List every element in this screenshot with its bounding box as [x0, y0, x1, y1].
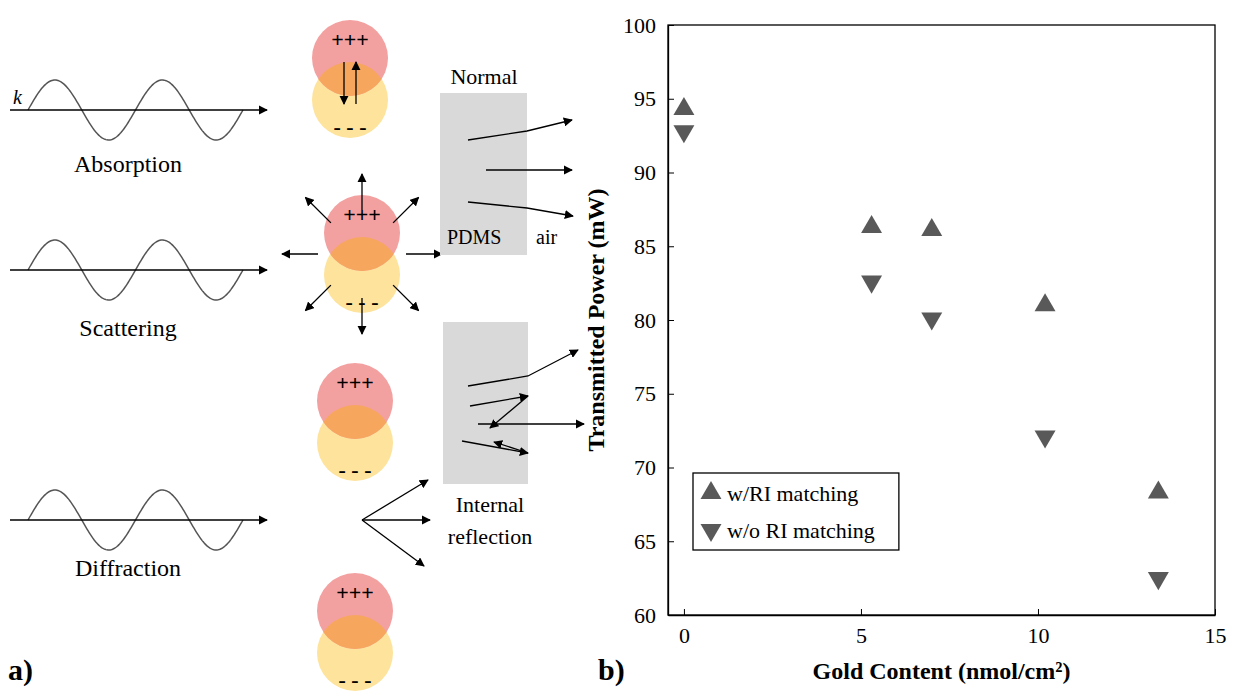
y-tick-mark [668, 99, 674, 100]
incident-ray [470, 396, 528, 406]
y-tick-label: 70 [634, 455, 656, 480]
data-point [861, 215, 882, 233]
positive-charge: +++ [331, 27, 369, 52]
reflected-ray [494, 442, 528, 453]
particle-negative-cloud [317, 405, 393, 481]
y-tick-label: 75 [634, 381, 656, 406]
plot-frame [668, 25, 1215, 615]
negative-charge: - - - [339, 457, 372, 482]
x-tick-label: 10 [1027, 623, 1049, 648]
scatter-arrow [282, 253, 318, 254]
diffraction-arrow [362, 520, 424, 566]
y-tick-label: 100 [623, 13, 656, 38]
y-tick-mark [668, 320, 674, 321]
propagation-arrow [10, 519, 267, 520]
process-label: Diffraction [75, 555, 181, 581]
incident-ray [462, 441, 528, 453]
transmitted-ray [468, 202, 573, 216]
y-tick-label: 80 [634, 308, 656, 333]
positive-charge: +++ [336, 580, 374, 605]
x-tick-label: 0 [679, 623, 690, 648]
data-point [861, 276, 882, 294]
data-point [1148, 572, 1169, 590]
panel-label: b) [598, 653, 625, 687]
y-tick-mark [668, 173, 674, 174]
legend-marker [701, 481, 722, 499]
data-point [673, 125, 694, 143]
scatter-arrow [406, 253, 442, 254]
diffraction-arrow [362, 519, 430, 520]
oscillation-arrow [343, 62, 344, 104]
particle-overlap [317, 615, 393, 691]
scatter-arrow [361, 298, 362, 334]
medium-label: air [536, 226, 557, 248]
panel-label: a) [8, 653, 33, 687]
plot-background [668, 25, 1215, 615]
box-title: Normal [450, 64, 517, 89]
propagation-arrow [10, 109, 267, 110]
data-point [1148, 480, 1169, 498]
pdms-box [440, 93, 527, 255]
panel-b: 0 5 10 15 60 65 70 75 80 85 90 95 100 Gold Content (n… [583, 13, 1227, 684]
legend-marker [701, 524, 722, 542]
y-tick-label: 65 [634, 529, 656, 554]
legend-label: w/o RI matching [727, 518, 875, 543]
data-point [1035, 293, 1056, 311]
box-title: Internal [456, 492, 524, 517]
x-tick-label: 15 [1205, 623, 1227, 648]
refracted-ray [468, 350, 578, 386]
data-point [921, 312, 942, 330]
reflected-ray [490, 396, 528, 428]
y-tick-label: 90 [634, 160, 656, 185]
legend-label: w/RI matching [727, 481, 858, 506]
data-point [1035, 430, 1056, 448]
y-tick-label: 60 [634, 603, 656, 628]
pdms-box [443, 322, 528, 484]
process-label: Scattering [79, 315, 176, 341]
transmitted-ray [468, 120, 572, 140]
legend-box [693, 473, 899, 550]
box-title: reflection [448, 524, 532, 549]
transmitted-ray [478, 423, 584, 424]
y-tick-mark [668, 394, 674, 395]
scatter-arrow [305, 197, 330, 222]
process-label: Absorption [74, 151, 182, 177]
scatter-arrow [393, 197, 418, 222]
transmitted-ray [486, 169, 572, 170]
y-tick-mark [668, 541, 674, 542]
x-tick-mark [1038, 609, 1039, 615]
wave-vector-label: k [13, 86, 23, 108]
particle-negative-cloud [317, 615, 393, 691]
x-axis-title: Gold Content (nmol/cm²) [813, 658, 1071, 684]
x-tick-mark [861, 609, 862, 615]
negative-charge: - - - [339, 667, 372, 692]
panel-a: Absorption Scattering Diffraction k +++ - - -… [10, 20, 584, 692]
y-tick-label: 95 [634, 86, 656, 111]
particle-negative-cloud [312, 62, 388, 138]
particle-overlap [312, 62, 388, 138]
figure: Absorption Scattering Diffraction k +++ - - -… [0, 0, 1241, 694]
y-tick-mark [668, 468, 674, 469]
scatter-arrow [393, 285, 418, 310]
legend: w/RI matching w/o RI matching [693, 473, 899, 550]
scatter-arrow [305, 285, 330, 310]
x-tick-label: 5 [856, 623, 867, 648]
data-point [921, 218, 942, 236]
y-tick-mark [668, 246, 674, 247]
scatter-arrow [361, 174, 362, 210]
oscillation-arrow [355, 62, 356, 104]
negative-charge: - - - [334, 114, 367, 139]
material-label: PDMS [447, 226, 501, 248]
y-axis-title: Transmitted Power (mW) [583, 188, 609, 451]
y-tick: 100 [623, 13, 674, 38]
propagation-arrow [10, 269, 267, 270]
positive-charge: +++ [336, 370, 374, 395]
particle-overlap [317, 405, 393, 481]
data-point [673, 97, 694, 115]
y-axis: 60 65 70 75 80 85 90 95 100 [623, 13, 674, 628]
marks [673, 97, 1168, 590]
x-tick-mark [684, 609, 685, 615]
diffraction-arrow [362, 480, 428, 520]
y-tick-label: 85 [634, 234, 656, 259]
